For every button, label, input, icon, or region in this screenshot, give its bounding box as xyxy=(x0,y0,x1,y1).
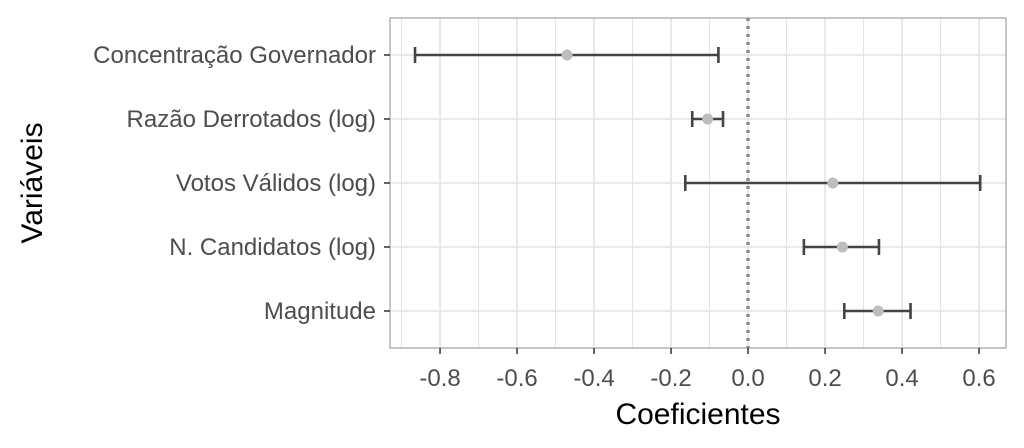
x-tick-label: 0.6 xyxy=(962,365,995,392)
y-tick-label: Concentração Governador xyxy=(93,42,376,69)
y-tick-label: Magnitude xyxy=(264,298,376,325)
y-tick-label: Votos Válidos (log) xyxy=(176,170,376,197)
estimate-points xyxy=(561,49,884,317)
estimate-point xyxy=(702,113,714,125)
x-axis-ticks: -0.8 -0.6 -0.4 -0.2 0.0 0.2 0.4 0.6 xyxy=(419,348,996,392)
x-tick-label: -0.8 xyxy=(419,365,460,392)
x-tick-label: -0.2 xyxy=(650,365,691,392)
y-axis-title: Variáveis xyxy=(16,122,49,243)
y-axis-ticks: Concentração Governador Razão Derrotados … xyxy=(93,42,390,325)
x-tick-label: 0.0 xyxy=(731,365,764,392)
y-tick-label: Razão Derrotados (log) xyxy=(127,106,376,133)
estimate-point xyxy=(836,241,848,253)
x-tick-label: -0.4 xyxy=(573,365,614,392)
y-tick-label: N. Candidatos (log) xyxy=(169,234,376,261)
x-tick-label: 0.2 xyxy=(808,365,841,392)
estimate-point xyxy=(872,305,884,317)
x-tick-label: 0.4 xyxy=(885,365,918,392)
estimate-point xyxy=(827,177,839,189)
x-axis-title: Coeficientes xyxy=(615,398,780,431)
estimate-point xyxy=(561,49,573,61)
x-tick-label: -0.6 xyxy=(496,365,537,392)
